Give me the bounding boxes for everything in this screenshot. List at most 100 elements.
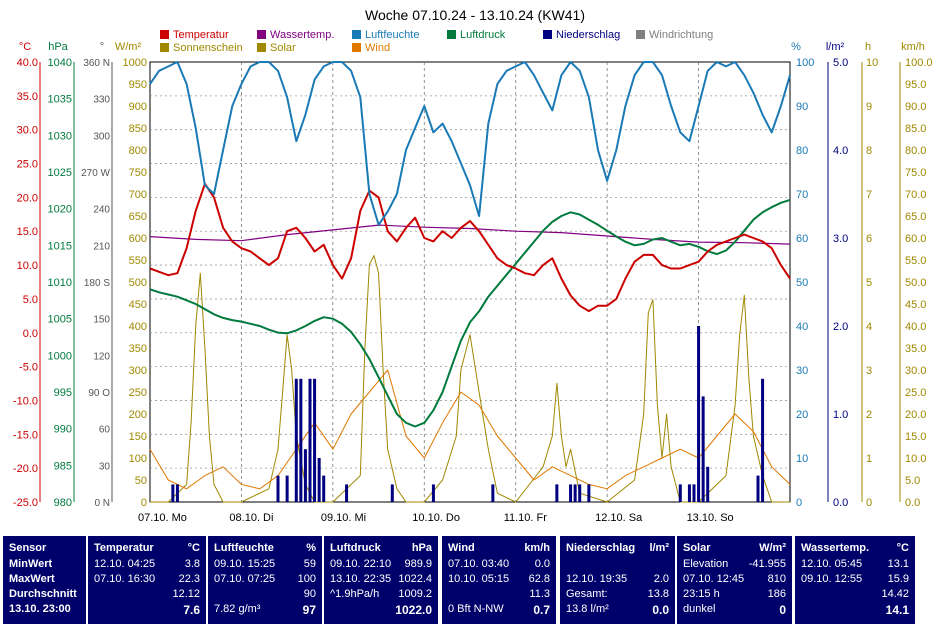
rain-bar-10 [322, 475, 326, 502]
stats-wind-extra: 0 Bft N-NW [448, 603, 504, 615]
stats-press-row-2-value: 1009.2 [398, 588, 432, 600]
unit-dir: ° [100, 41, 104, 53]
tick-wind-9: 55.0 [905, 255, 926, 267]
tick-hum-6: 40 [796, 321, 808, 333]
stats-wind-row-2-value: 11.3 [529, 588, 550, 600]
rain-bar-4 [294, 378, 298, 502]
tick-sun-10: 0 [866, 497, 872, 509]
stats-wind: Wind km/h 07.10. 03:40 0.0 10.10. 05:15 62.8 1… [442, 536, 556, 624]
rain-bar-7 [308, 378, 312, 502]
stats-hum-row-0-label: 09.10. 15:25 [214, 558, 276, 570]
chart-title: Woche 07.10.24 - 13.10.24 (KW41) [365, 7, 585, 23]
tick-solar-3: 850 [129, 123, 147, 135]
tick-wind-20: 0.0 [905, 497, 920, 509]
stats-water-row-1-value: 15.9 [887, 573, 909, 585]
legend-swatch-4 [543, 30, 552, 39]
stats-temp-row-0: 12.10. 04:25 3.8 [94, 558, 200, 573]
tick-press-7: 1005 [48, 314, 72, 326]
stats-wind-unit: km/h [524, 542, 550, 554]
tick-rain-0: 5.0 [833, 57, 848, 69]
stats-rain-title: Niederschlag l/m² [566, 542, 669, 554]
tick-dir-12: 0 N [94, 498, 110, 509]
rain-bar-14 [491, 484, 495, 502]
tick-temp-13: -25.0 [13, 497, 38, 509]
stats-press-row-1: 13.10. 22:35 1022.4 [330, 573, 432, 588]
tick-wind-13: 35.0 [905, 343, 926, 355]
stats-hum-row-1-label: 07.10. 07:25 [214, 573, 276, 585]
stats-solar-extra: dunkel [683, 603, 716, 615]
tick-rain-5: 0.0 [833, 497, 848, 509]
tick-sun-6: 4 [866, 321, 872, 333]
stats-press-title: Luftdruck hPa [330, 542, 432, 554]
series-line-wind [149, 369, 791, 490]
tick-hum-1: 90 [796, 101, 808, 113]
rain-bar-16 [569, 484, 573, 502]
tick-rain-3: 2.0 [833, 321, 848, 333]
stats-hum-title-text: Luftfeuchte [214, 542, 274, 554]
legend-label-6: Sonnenschein [173, 42, 243, 54]
rain-bar-6 [303, 449, 307, 502]
rain-bar-19 [587, 484, 591, 502]
stats-wind-row-1: 10.10. 05:15 62.8 [448, 573, 550, 588]
rain-bar-18 [578, 484, 582, 502]
stats-wind-row-0-label: 07.10. 03:40 [448, 558, 510, 570]
rain-bar-1 [175, 484, 179, 502]
statistics-bar: Sensor MinWert MaxWert Durchschnitt 13.1… [0, 530, 950, 625]
stats-temp-unit: °C [187, 542, 200, 554]
tick-rain-1: 4.0 [833, 145, 848, 157]
rain-bar-22 [692, 484, 696, 502]
series-line-wassertemp [149, 224, 791, 245]
legend-swatch-7 [257, 43, 266, 52]
stats-wind-title-text: Wind [448, 542, 475, 554]
tick-solar-1: 950 [129, 79, 147, 91]
tick-temp-9: -5.0 [19, 362, 38, 374]
rain-bar-15 [555, 484, 559, 502]
tick-sun-9: 1 [866, 453, 872, 465]
tick-dir-9: 90 O [88, 388, 110, 399]
tick-temp-12: -20.0 [13, 463, 38, 475]
stats-temp-row-0-label: 12.10. 04:25 [94, 558, 156, 570]
stats-hum-row-1-value: 100 [297, 573, 316, 585]
tick-press-8: 1000 [48, 350, 72, 362]
tick-dir-4: 240 [93, 205, 110, 216]
tick-press-4: 1020 [48, 204, 72, 216]
stats-water-row-0-value: 13.1 [887, 558, 909, 570]
tick-wind-16: 20.0 [905, 409, 926, 421]
day-label-6: 13.10. So [687, 512, 734, 524]
tick-wind-11: 45.0 [905, 299, 926, 311]
series-line-luftdruck [149, 198, 791, 428]
stats-press-row-1-label: 13.10. 22:35 [330, 573, 392, 585]
rain-bar-12 [390, 484, 394, 502]
stats-sensor: Sensor MinWert MaxWert Durchschnitt 13.1… [3, 536, 86, 624]
tick-temp-8: 0.0 [23, 328, 38, 340]
stats-hum: Luftfeuchte% 09.10. 15:25 59 07.10. 07:25 10… [208, 536, 322, 624]
unit-sun: h [865, 41, 871, 53]
stats-press-unit: hPa [411, 542, 432, 554]
stats-wind-current-row: 0 Bft N-NW 0.7 [448, 603, 550, 618]
tick-solar-9: 550 [129, 255, 147, 267]
stats-water-row-2-value: 14.42 [881, 588, 909, 600]
legend-label-0: Temperatur [173, 29, 229, 41]
tick-sun-5: 5 [866, 277, 872, 289]
stats-water-row-2: 14.42 [801, 588, 909, 603]
stats-hum-row-2-value: 90 [303, 588, 316, 600]
unit-wind: km/h [901, 41, 925, 53]
stats-hum-current: 97 [302, 603, 316, 617]
rain-bar-8 [313, 378, 317, 502]
unit-solar: W/m² [115, 41, 142, 53]
rain-bar-27 [761, 378, 765, 502]
stats-press-row-0-value: 989.9 [404, 558, 432, 570]
stats-hum-current-row: 7.82 g/m³ 97 [214, 603, 316, 618]
stats-solar-current-row: dunkel 0 [683, 603, 786, 618]
rain-bar-26 [756, 475, 760, 502]
stats-press-current: 1022.0 [395, 603, 432, 617]
day-labels: 07.10. Mo 08.10. Di 09.10. Mi 10.10. Do 11.1… [138, 512, 734, 524]
stats-rain-row-1-label: 12.10. 19:35 [566, 573, 628, 585]
tick-temp-10: -10.0 [13, 395, 38, 407]
tick-hum-4: 60 [796, 233, 808, 245]
tick-wind-15: 25.0 [905, 387, 926, 399]
tick-temp-3: 25.0 [17, 159, 38, 171]
stats-hum-row-0: 09.10. 15:25 59 [214, 558, 316, 573]
stats-temp-row-2: 12.12 [94, 588, 200, 603]
stats-solar-row-1-label: 07.10. 12:45 [683, 573, 745, 585]
